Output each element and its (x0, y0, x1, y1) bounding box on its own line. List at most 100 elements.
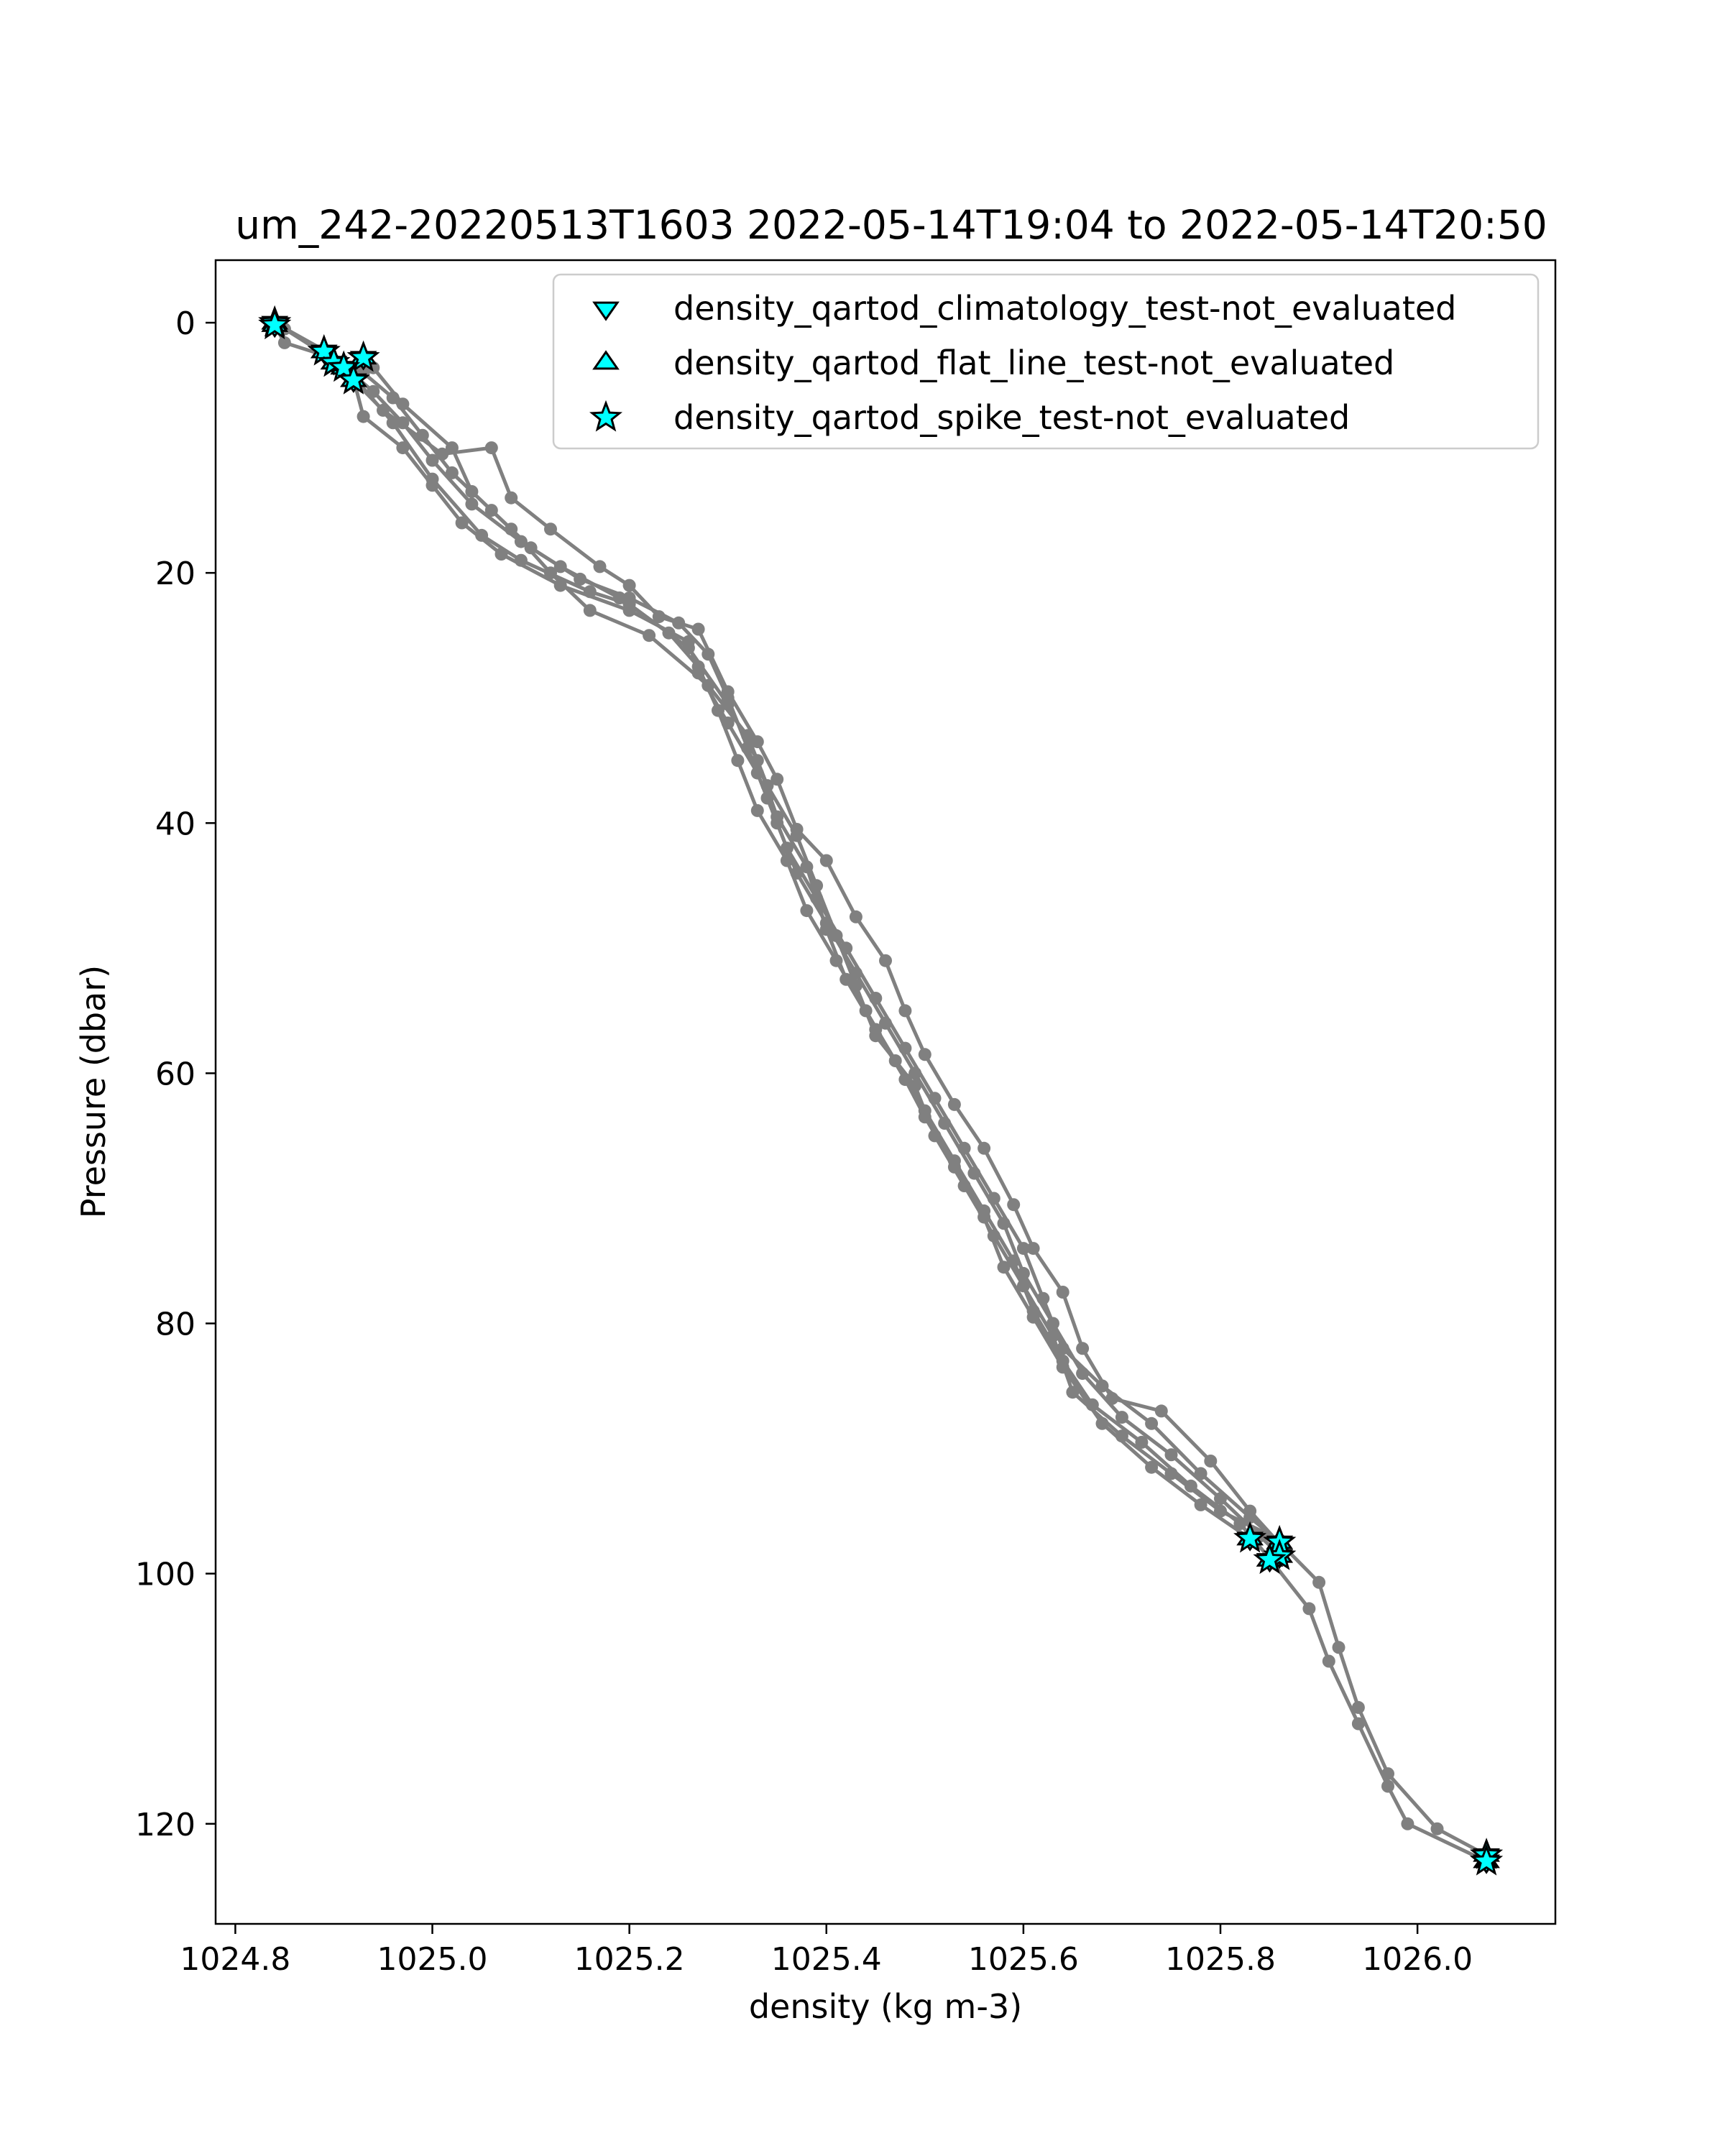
profile-point (505, 491, 518, 505)
qartod-flag-markers (258, 305, 1504, 1876)
profile-point (1332, 1641, 1346, 1654)
profile-point (898, 1004, 912, 1018)
spike-flag-marker (327, 350, 361, 382)
profile-point (918, 1110, 932, 1124)
profile-point (849, 910, 862, 923)
profile-point (800, 860, 814, 874)
spike-flag-marker (346, 340, 380, 372)
profile-point (593, 560, 607, 573)
y-tick-label: 80 (155, 1307, 196, 1343)
x-axis-label: density (kg m-3) (749, 1987, 1022, 2026)
profile-point (1194, 1498, 1208, 1511)
profile-point (691, 622, 705, 636)
profile-line (362, 356, 1281, 1542)
profile-point (947, 1160, 961, 1174)
profile-point (908, 1067, 922, 1080)
profile-point (1214, 1492, 1227, 1506)
legend-entry-label: density_qartod_spike_test-not_evaluated (673, 398, 1350, 437)
profile-point (1351, 1700, 1365, 1714)
profile-point (869, 1023, 883, 1036)
x-axis: 1024.8 1025.0 1025.2 1025.4 1025.6 1025.8 1026… (180, 1924, 1473, 1978)
profile-point (465, 485, 479, 498)
profile-line (273, 324, 1488, 1857)
legend-entry-label: density_qartod_flat_line_test-not_evalua… (673, 344, 1394, 382)
spike-flag-marker (1469, 1843, 1504, 1876)
profile-point (1076, 1367, 1090, 1381)
spike-flag-marker (258, 308, 292, 340)
profile-point (1401, 1817, 1414, 1830)
profile-line (351, 375, 1251, 1540)
x-tick-label: 1025.2 (574, 1941, 685, 1978)
x-tick-label: 1025.6 (968, 1941, 1079, 1978)
profile-point (1145, 1416, 1159, 1430)
profile-point (436, 447, 449, 461)
profile-point (1312, 1575, 1326, 1589)
x-tick-label: 1026.0 (1362, 1941, 1473, 1978)
profile-point (426, 453, 439, 467)
profile-point (790, 866, 804, 880)
profile-point (1076, 1342, 1090, 1355)
profile-point (426, 472, 439, 486)
chart-title: um_242-20220513T1603 2022-05-14T19:04 to… (235, 202, 1547, 248)
x-tick-label: 1024.8 (180, 1941, 290, 1978)
profile-point (1154, 1404, 1168, 1418)
profile-point (1046, 1329, 1059, 1342)
profile-point (1145, 1460, 1159, 1474)
legend-marker-triangle-down (592, 301, 620, 321)
profile-point (1135, 1435, 1149, 1449)
profile-point (1056, 1360, 1070, 1374)
legend-marker-star (589, 400, 623, 432)
profile-point (918, 1048, 932, 1061)
profile-point (947, 1097, 961, 1111)
profile-point (1430, 1822, 1444, 1835)
profile-point (622, 579, 636, 592)
profile-point (386, 416, 400, 430)
profile-point (879, 1016, 892, 1030)
profile-point (1164, 1467, 1178, 1480)
profile-point (1007, 1198, 1021, 1212)
spike-flag-marker (336, 362, 370, 395)
profile-point (622, 597, 636, 611)
spike-flag-marker (1233, 1521, 1267, 1553)
profile-line (283, 327, 1281, 1557)
profile-point (1095, 1416, 1109, 1430)
profile-point (829, 929, 843, 942)
profile-point (750, 754, 764, 768)
profile-point (879, 954, 892, 967)
profile-point (544, 522, 557, 536)
y-tick-label: 120 (135, 1807, 196, 1843)
profile-point (1115, 1411, 1128, 1424)
profile-point (997, 1217, 1011, 1230)
profile-point (553, 560, 567, 573)
y-tick-label: 20 (155, 556, 196, 592)
profile-point (583, 604, 597, 617)
profile-point (1204, 1455, 1218, 1468)
profile-point (770, 810, 784, 824)
profile-point (1164, 1448, 1178, 1462)
legend-marker-triangle-up (592, 350, 620, 370)
profile-point (455, 516, 469, 530)
profile-point (978, 1210, 991, 1224)
profile-point (721, 697, 735, 711)
profile-point (484, 441, 498, 455)
profile-point (652, 610, 666, 624)
profile-point (819, 854, 833, 867)
legend: density_qartod_climatology_test-not_eval… (552, 273, 1540, 450)
profile-point (583, 585, 597, 599)
profile-point (790, 823, 804, 836)
legend-entry-label: density_qartod_climatology_test-not_eval… (673, 289, 1456, 328)
profile-point (1056, 1286, 1070, 1299)
profile-point (938, 1117, 952, 1130)
profile-point (396, 397, 410, 411)
profile-point (1322, 1654, 1335, 1668)
x-tick-label: 1025.8 (1165, 1941, 1276, 1978)
profile-point (1105, 1391, 1119, 1405)
profile-point (1351, 1717, 1365, 1731)
profile-point (978, 1141, 991, 1155)
y-tick-label: 100 (135, 1557, 196, 1593)
y-axis: 0 20 40 60 80 100 120 (135, 305, 216, 1843)
profile-point (1026, 1242, 1040, 1256)
x-tick-label: 1025.0 (377, 1941, 488, 1978)
profile-point (731, 754, 745, 768)
